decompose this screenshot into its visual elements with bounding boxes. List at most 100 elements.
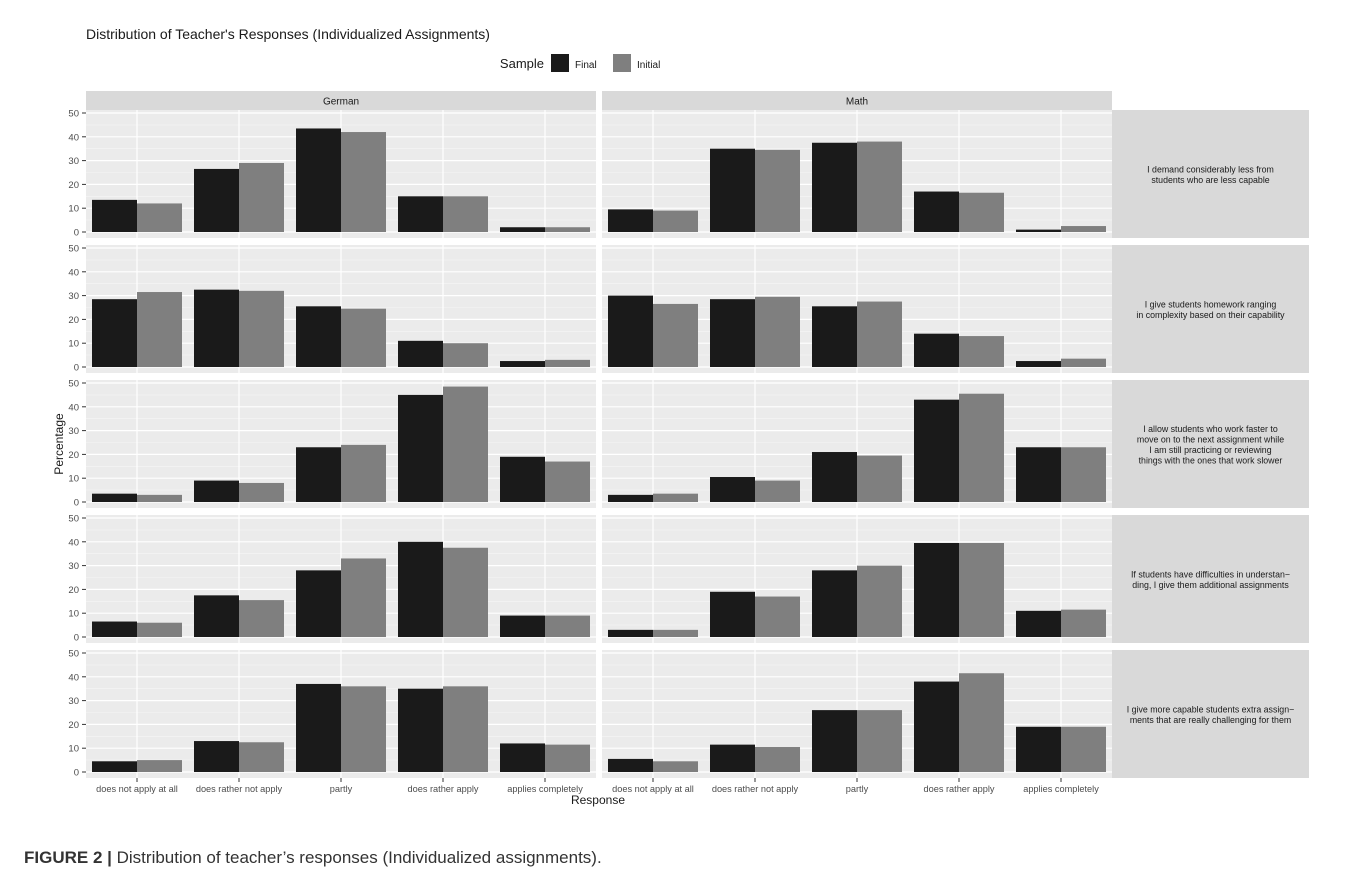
bar-initial-german-r1-c4 bbox=[545, 359, 590, 367]
bar-initial-math-r1-c2 bbox=[857, 301, 902, 367]
legend-title: Sample bbox=[500, 56, 544, 71]
y-tick-label: 50 bbox=[68, 649, 79, 660]
y-tick-label: 40 bbox=[68, 537, 79, 548]
bar-initial-german-r2-c2 bbox=[341, 444, 386, 502]
bar-initial-german-r0-c3 bbox=[443, 196, 488, 232]
row-strip-label: I allow students who work faster to move … bbox=[1137, 424, 1284, 466]
bar-final-german-r2-c4 bbox=[500, 456, 545, 502]
bar-initial-math-r2-c2 bbox=[857, 455, 902, 502]
x-tick-label: partly bbox=[330, 784, 353, 794]
bar-initial-german-r3-c1 bbox=[239, 600, 284, 637]
bar-initial-german-r3-c2 bbox=[341, 558, 386, 637]
y-tick-label: 0 bbox=[74, 633, 79, 644]
row-strip-label: If students have difficulties in underst… bbox=[1131, 569, 1290, 590]
bar-initial-math-r1-c1 bbox=[755, 296, 800, 367]
bar-final-german-r4-c0 bbox=[92, 761, 137, 772]
bar-initial-math-r0-c2 bbox=[857, 141, 902, 232]
bar-final-math-r3-c3 bbox=[914, 542, 959, 637]
y-tick-label: 10 bbox=[68, 339, 79, 350]
bar-final-math-r1-c4 bbox=[1016, 361, 1061, 367]
bar-initial-german-r0-c4 bbox=[545, 227, 590, 232]
bar-final-german-r2-c0 bbox=[92, 493, 137, 502]
bar-final-german-r1-c0 bbox=[92, 299, 137, 367]
bar-initial-math-r4-c1 bbox=[755, 747, 800, 772]
y-tick-label: 10 bbox=[68, 744, 79, 755]
bar-initial-german-r1-c2 bbox=[341, 308, 386, 367]
row-strip-label: I demand considerably less from students … bbox=[1147, 164, 1274, 185]
bar-initial-german-r4-c1 bbox=[239, 742, 284, 772]
bar-initial-german-r0-c1 bbox=[239, 162, 284, 232]
bar-final-math-r3-c1 bbox=[710, 591, 755, 637]
bar-initial-math-r0-c0 bbox=[653, 210, 698, 232]
y-tick-label: 50 bbox=[68, 109, 79, 120]
row-strip-label-line: I give students homework ranging bbox=[1145, 299, 1277, 309]
bar-initial-german-r2-c3 bbox=[443, 386, 488, 502]
y-tick-label: 20 bbox=[68, 180, 79, 191]
bar-final-math-r4-c0 bbox=[608, 758, 653, 772]
legend-swatch-final bbox=[551, 54, 569, 72]
bar-initial-math-r4-c4 bbox=[1061, 726, 1106, 772]
x-tick-label: does rather not apply bbox=[712, 784, 799, 794]
row-strip bbox=[1112, 515, 1309, 643]
bar-final-math-r2-c4 bbox=[1016, 447, 1061, 502]
y-tick-label: 30 bbox=[68, 426, 79, 437]
bar-initial-math-r0-c4 bbox=[1061, 226, 1106, 232]
bar-final-german-r1-c2 bbox=[296, 306, 341, 367]
bar-initial-german-r4-c4 bbox=[545, 744, 590, 772]
bar-final-math-r1-c2 bbox=[812, 306, 857, 367]
legend-label-initial: Initial bbox=[637, 60, 660, 71]
faceted-bar-chart: Distribution of Teacher's Responses (Ind… bbox=[52, 26, 1309, 807]
row-strip-label: I give students homework ranging in compl… bbox=[1136, 299, 1285, 320]
row-strip-label-line: ding, I give them additional assignments bbox=[1132, 580, 1289, 590]
bar-initial-math-r1-c0 bbox=[653, 303, 698, 367]
bar-initial-math-r4-c2 bbox=[857, 710, 902, 772]
bar-final-german-r3-c1 bbox=[194, 595, 239, 637]
bar-final-math-r4-c4 bbox=[1016, 726, 1061, 772]
bar-final-math-r1-c1 bbox=[710, 299, 755, 367]
bar-final-german-r2-c3 bbox=[398, 394, 443, 502]
y-tick-label: 0 bbox=[74, 363, 79, 374]
bar-final-math-r0-c4 bbox=[1016, 229, 1061, 232]
bar-final-german-r0-c2 bbox=[296, 128, 341, 232]
bar-final-math-r3-c2 bbox=[812, 570, 857, 637]
y-tick-label: 50 bbox=[68, 379, 79, 390]
bar-initial-math-r2-c1 bbox=[755, 480, 800, 502]
bar-initial-math-r4-c3 bbox=[959, 673, 1004, 772]
bar-initial-german-r1-c3 bbox=[443, 343, 488, 367]
x-tick-label: partly bbox=[846, 784, 869, 794]
bar-final-german-r0-c0 bbox=[92, 199, 137, 232]
bar-final-math-r4-c3 bbox=[914, 681, 959, 772]
bar-initial-math-r3-c0 bbox=[653, 629, 698, 637]
bar-final-math-r4-c1 bbox=[710, 744, 755, 772]
x-tick-label: does rather not apply bbox=[196, 784, 283, 794]
caption-label: FIGURE 2 | bbox=[24, 848, 112, 867]
bar-initial-german-r2-c1 bbox=[239, 482, 284, 502]
bar-final-math-r1-c0 bbox=[608, 295, 653, 367]
x-tick-label: applies completely bbox=[1023, 784, 1099, 794]
bar-final-german-r0-c4 bbox=[500, 227, 545, 232]
bar-initial-german-r2-c4 bbox=[545, 461, 590, 502]
bar-final-german-r3-c3 bbox=[398, 541, 443, 637]
bar-final-german-r4-c3 bbox=[398, 688, 443, 772]
bar-initial-math-r2-c0 bbox=[653, 493, 698, 502]
bar-final-math-r1-c3 bbox=[914, 333, 959, 367]
y-tick-label: 10 bbox=[68, 609, 79, 620]
y-tick-label: 30 bbox=[68, 291, 79, 302]
y-tick-label: 30 bbox=[68, 561, 79, 572]
bar-initial-math-r3-c1 bbox=[755, 596, 800, 637]
bar-initial-german-r0-c2 bbox=[341, 132, 386, 232]
row-strip-label-line: students who are less capable bbox=[1151, 175, 1269, 185]
bar-initial-math-r3-c4 bbox=[1061, 609, 1106, 637]
bar-final-math-r2-c1 bbox=[710, 477, 755, 502]
bar-final-german-r0-c3 bbox=[398, 196, 443, 232]
bar-initial-math-r2-c4 bbox=[1061, 447, 1106, 502]
chart-title: Distribution of Teacher's Responses (Ind… bbox=[86, 26, 490, 42]
bar-final-math-r0-c0 bbox=[608, 209, 653, 232]
y-tick-label: 30 bbox=[68, 696, 79, 707]
bar-final-german-r3-c0 bbox=[92, 621, 137, 637]
row-strip bbox=[1112, 380, 1309, 508]
bar-final-math-r0-c1 bbox=[710, 148, 755, 232]
y-tick-label: 20 bbox=[68, 720, 79, 731]
row-strip-label: I give more capable students extra assig… bbox=[1127, 704, 1294, 725]
